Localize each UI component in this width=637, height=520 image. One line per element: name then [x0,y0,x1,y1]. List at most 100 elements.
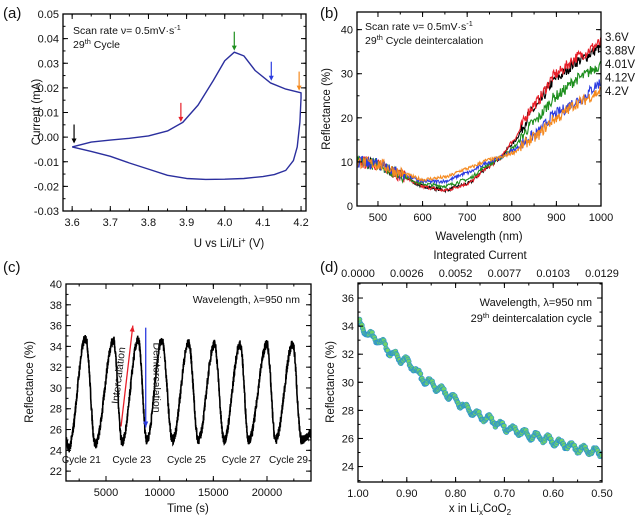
legend-entry: 4.01V [605,59,635,71]
annotation: 29th​ Cycle deintercalation [365,33,483,47]
data-marks [71,31,302,181]
annotation: Wavelength, λ=950 nm [193,294,301,306]
y-tick-label: 0.03 [38,58,59,70]
plot-area [65,283,312,482]
cycle-label: Cycle 29 [269,455,308,466]
y-tick-label: 10 [341,157,353,169]
x-tick-label: 3.7 [103,217,118,229]
y-tick-label: 30 [341,69,353,81]
x2-tick-label: 0.0052 [439,268,473,280]
plot-frame [65,283,312,482]
y-tick-label: 20 [341,113,353,125]
y-tick-label: 40 [341,25,353,37]
legend-entry: 4.12V [605,73,635,85]
y-tick-label: 32 [50,362,62,374]
legend-entry: 4.2V [605,86,629,98]
y-tick-label: 32 [342,349,354,361]
plot-frame [357,282,603,483]
x-tick-label: 20000 [252,487,283,499]
cycle-label: Cycle 23 [112,455,151,466]
y-tick-label: -0.03 [34,206,59,218]
data-marks [358,316,602,459]
x-tick-label: 700 [458,212,476,224]
y-tick-label: 30 [342,377,354,389]
x2-tick-label: 0.0077 [488,268,522,280]
x-tick-label: 0.90 [396,488,417,500]
x2-axis-title: Integrated Current [433,250,527,262]
plot-area [356,11,602,207]
voltage-marker-arrow [178,102,184,122]
y-tick-label: 26 [50,425,62,437]
voltage-marker-arrow [296,71,302,91]
spectrum-3.88V [357,37,601,193]
y-tick-label: 0.00 [38,132,59,144]
panel-label: (c) [3,259,21,276]
cycle-label: Cycle 27 [222,455,261,466]
x-axis-title: x in Lix​CoO2​ [449,503,512,517]
y-tick-label: 28 [342,405,354,417]
y-tick-label: 0.02 [38,83,59,95]
x-tick-label: 1.00 [347,488,368,500]
x-tick-label: 15000 [198,487,229,499]
x-tick-label: 800 [503,212,521,224]
y-tick-label: 36 [50,321,62,333]
y-tick-label: -0.01 [34,157,59,169]
legend-entry: 3.88V [605,46,635,58]
x2-tick-label: 0.0026 [390,268,424,280]
data-marks [357,37,601,194]
arrow-label: Deintercalation [151,343,163,413]
annotation: Wavelength, λ=950 nm [480,297,592,309]
x-tick-label: 500 [369,212,387,224]
y-tick-label: 34 [50,341,62,353]
plot-frame [356,11,602,207]
panel-d: (d) 1.00 0.0000 0.90 0.0026 0.80 0.0052 0.70 0.0… [320,250,619,517]
legend-entry: 3.6V [605,32,629,44]
y-tick-label: 26 [342,433,354,445]
x-tick-label: 0.70 [494,488,515,500]
x-tick-label: 600 [413,212,431,224]
y-tick-label: -0.02 [34,181,59,193]
annotation: 29th​ deintercalation cycle [471,311,592,325]
x-tick-label: 0.60 [542,488,563,500]
plot-area [357,282,603,483]
x-axis-title: U vs Li/Li+​ (V) [194,236,265,250]
reflectance-trace [66,334,311,453]
x2-tick-label: 0.0129 [585,268,619,280]
y-axis-title: Reflectance (%) [321,68,333,150]
y-tick-label: 24 [50,445,62,457]
y-tick-label: 0 [347,201,353,213]
voltage-marker-arrow [231,31,237,51]
plot-frame [62,13,307,212]
x-tick-label: 10000 [144,487,175,499]
panel-label: (a) [3,5,21,22]
data-point [417,371,424,377]
process-arrow: Deintercalation [143,327,163,428]
y-tick-label: 0.04 [38,34,59,46]
plot-area [62,13,307,212]
annotation: Scan rate ν= 0.5mV·s-1​ [73,23,181,37]
x-tick-label: 5000 [94,487,118,499]
panel-b: (b) 500 600 700 800 900 1000 0 10 20 30 40 Wavelengt… [320,5,635,243]
panel-label: (d) [320,259,338,276]
annotation: Scan rate ν= 0.5mV·s-1​ [365,19,473,33]
voltage-marker-arrow [268,61,274,81]
y-tick-label: 22 [50,466,62,478]
x2-tick-label: 0.0103 [536,268,570,280]
y-tick-label: 34 [342,321,354,333]
y-tick-label: 24 [342,462,354,474]
x-tick-label: 0.80 [445,488,466,500]
y-axis-title: Reflectance (%) [325,341,337,423]
y-tick-label: 28 [50,404,62,416]
x-tick-label: 900 [547,212,565,224]
x-tick-label: 3.8 [141,217,156,229]
x-tick-label: 4.0 [217,217,232,229]
spectrum-4.01V [357,61,601,190]
spectrum-4.2V [357,85,601,183]
y-axis-title: Reflectance (%) [24,341,36,423]
voltage-marker-arrow [71,124,77,144]
y-tick-label: 30 [50,383,62,395]
y-axis-title: Current (mA) [31,79,43,146]
y-tick-label: 0.01 [38,108,59,120]
x-axis-title: Time (s) [167,503,209,515]
cycle-label: Cycle 25 [167,455,206,466]
